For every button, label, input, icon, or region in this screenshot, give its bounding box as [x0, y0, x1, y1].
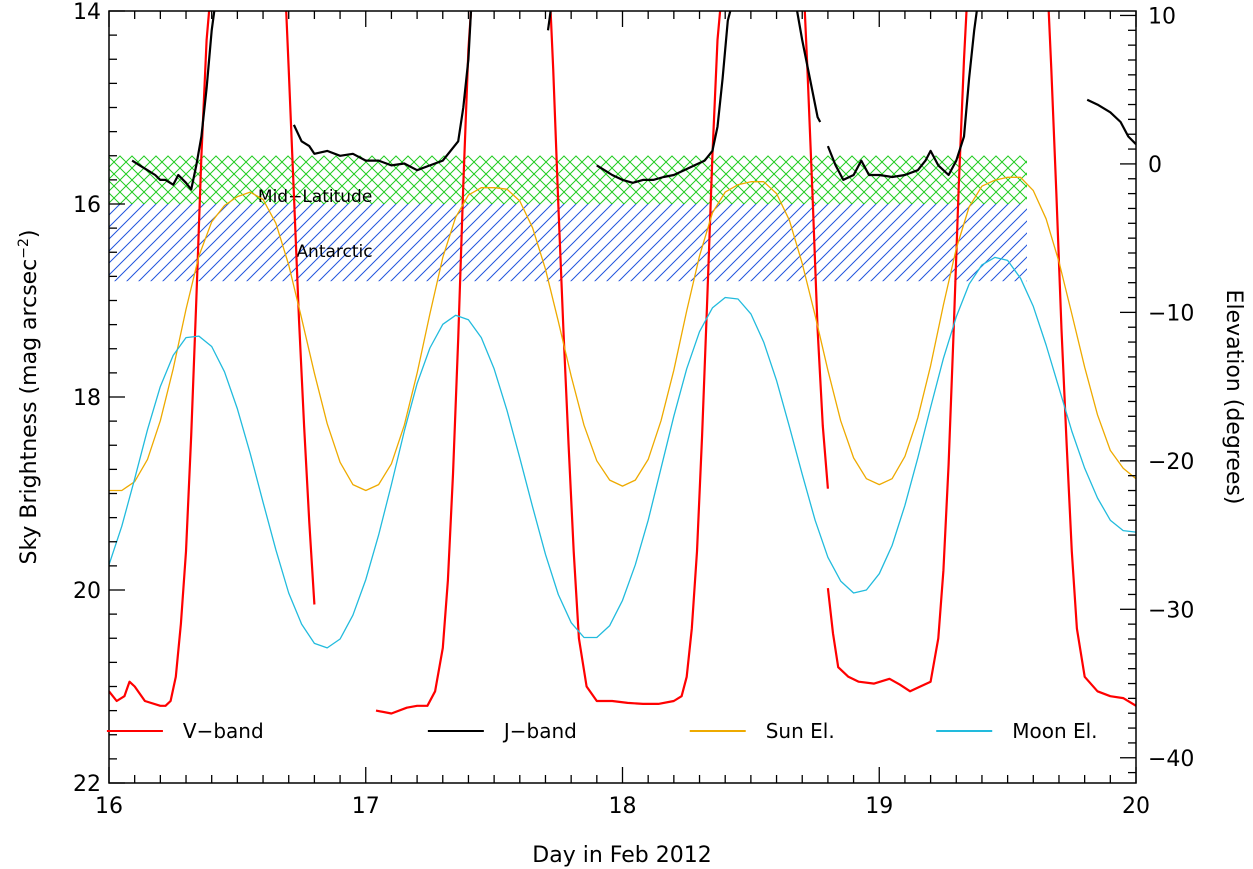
series-line-2-1	[1047, 11, 1136, 707]
y-left-tick-label-1: 16	[73, 193, 101, 218]
band-label-1: Antarctic	[296, 242, 372, 262]
y-axis-right-title: Elevation (degrees)	[1221, 290, 1246, 505]
axis-ticks	[108, 10, 1137, 784]
y-right-tick-label-5: −40	[1148, 747, 1194, 772]
y-left-tick-label-3: 20	[73, 579, 101, 604]
y-left-tick-label-2: 18	[73, 386, 101, 411]
plot-frame	[108, 10, 1137, 784]
y-left-title-main: Sky Brightness (mag arcsec	[17, 259, 42, 565]
series-line-1-1	[549, 11, 722, 705]
legend-label-2: Sun El.	[766, 719, 835, 743]
x-tick-label-4: 20	[1122, 794, 1150, 819]
series-line-3-4	[796, 11, 822, 123]
x-axis-title: Day in Feb 2012	[532, 843, 711, 868]
series-line-5-0	[109, 256, 1136, 649]
series-line-3-6	[1086, 98, 1136, 145]
series-line-1-0	[375, 11, 473, 715]
x-tick-label-1: 17	[352, 794, 380, 819]
y-left-tick-label-4: 22	[73, 772, 101, 797]
band-mid-latitude-b	[109, 155, 1027, 204]
x-tick-label-3: 19	[865, 794, 893, 819]
band-label-0: Mid−Latitude	[258, 187, 372, 207]
series-line-3-0	[131, 11, 216, 191]
y-right-tick-label-3: −20	[1148, 450, 1194, 475]
y-right-tick-label-1: 0	[1148, 153, 1162, 178]
y-right-tick-label-0: 10	[1148, 4, 1176, 29]
series-line-3-1	[546, 11, 552, 31]
y-left-title-close: )	[17, 229, 42, 238]
series-line-2-0	[826, 11, 968, 693]
y-left-title-sup: −2	[16, 238, 32, 259]
x-tick-label-2: 18	[609, 794, 637, 819]
bands: Mid−Latitude Antarctic	[109, 155, 1027, 282]
series-line-3-3	[596, 11, 732, 184]
legend-label-3: Moon El.	[1012, 719, 1097, 743]
legend: V−band J−band Sun El. Moon El.	[106, 719, 1098, 743]
y-axis-left-title: Sky Brightness (mag arcsec−2)	[16, 229, 42, 564]
legend-label-1: J−band	[502, 719, 577, 743]
tick-labels: 16 17 18 19 20 14 16 18 20 22 10 0 −10 −20 −30 −40	[73, 0, 1194, 819]
series-line-3-2	[292, 11, 473, 172]
legend-label-0: V−band	[183, 719, 264, 743]
band-antarctic	[109, 204, 1027, 282]
series-line-3-5	[826, 11, 978, 181]
series-line-4-0	[109, 176, 1136, 492]
y-right-tick-label-4: −30	[1148, 598, 1194, 623]
y-left-tick-label-0: 14	[73, 0, 101, 25]
series-line-0-1	[285, 11, 316, 605]
series-layer	[109, 11, 1136, 715]
x-tick-label-0: 16	[95, 794, 123, 819]
y-right-tick-label-2: −10	[1148, 301, 1194, 326]
series-line-0-0	[109, 11, 211, 707]
